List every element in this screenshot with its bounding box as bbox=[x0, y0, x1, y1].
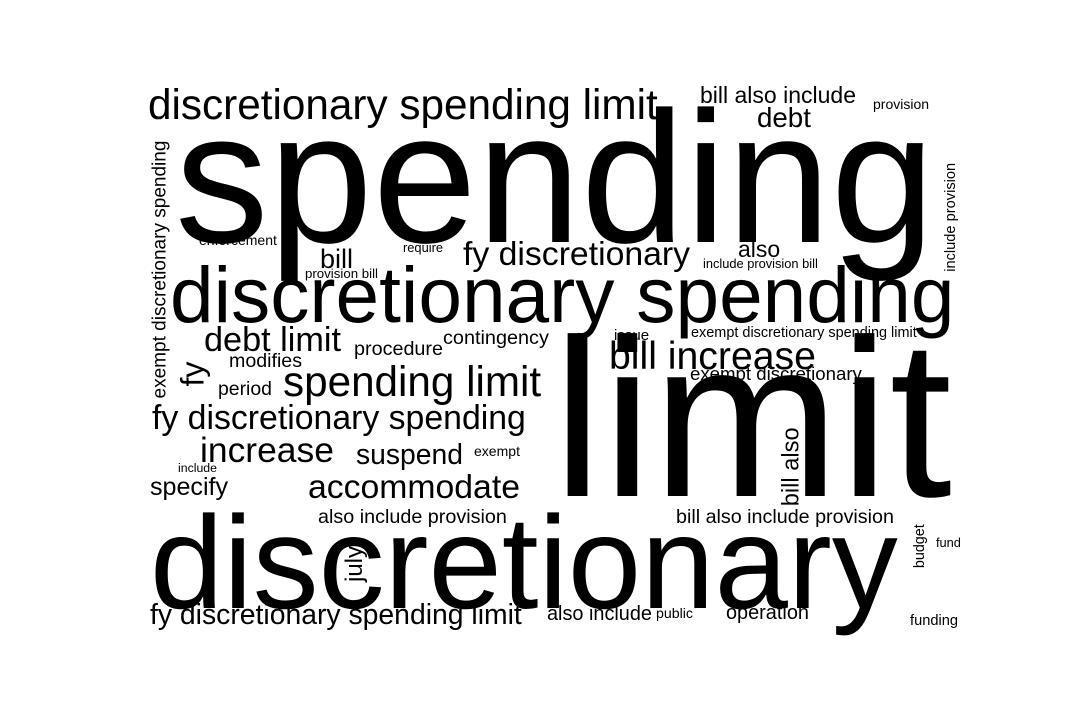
cloud-word-limit: limit bbox=[552, 293, 952, 544]
cloud-word-include-provision: include provision bbox=[943, 162, 960, 272]
cloud-word-fy-discretionary-spending: fy discretionary spending bbox=[152, 399, 526, 437]
cloud-word-discretionary: discretionary bbox=[150, 488, 898, 636]
cloud-word-debt: debt bbox=[757, 101, 811, 133]
cloud-word-provision-bill: provision bill bbox=[305, 266, 378, 281]
cloud-word-bill: bill bbox=[320, 244, 354, 274]
cloud-word-exempt-discretionary: exempt discretionary bbox=[690, 362, 862, 384]
cloud-word-discretionary-spending-limit: discretionary spending limit bbox=[148, 81, 658, 128]
cloud-word-bill-also: bill also bbox=[778, 426, 805, 506]
cloud-word-fy-discretionary: fy discretionary bbox=[463, 235, 691, 273]
cloud-word-suspend: suspend bbox=[356, 438, 463, 470]
cloud-word-enforcement: enforcement bbox=[199, 232, 277, 248]
cloud-word-also-include: also include bbox=[547, 603, 652, 625]
cloud-word-issue: issue bbox=[614, 327, 650, 344]
cloud-word-budget: budget bbox=[911, 524, 928, 569]
cloud-word-contingency: contingency bbox=[443, 327, 549, 349]
cloud-word-exempt-discretionary-spending: exempt discretionary spending bbox=[149, 140, 171, 398]
cloud-word-operation: operation bbox=[726, 601, 809, 624]
cloud-word-modifies: modifies bbox=[229, 349, 303, 372]
cloud-word-public: public bbox=[656, 605, 693, 622]
cloud-word-spending: spending bbox=[175, 73, 935, 282]
cloud-word-period: period bbox=[218, 377, 272, 400]
cloud-word-increase: increase bbox=[200, 430, 334, 470]
cloud-word-july: july bbox=[340, 545, 368, 583]
cloud-word-fy-discretionary-spending-limit: fy discretionary spending limit bbox=[150, 598, 522, 631]
cloud-word-spending-limit: spending limit bbox=[283, 358, 542, 405]
cloud-word-accommodate: accommodate bbox=[308, 468, 520, 506]
cloud-word-bill-increase: bill increase bbox=[609, 335, 816, 378]
cloud-word-bill-also-include: bill also include bbox=[700, 82, 856, 108]
cloud-word-bill-also-include-provision: bill also include provision bbox=[676, 506, 894, 528]
cloud-word-debt-limit: debt limit bbox=[204, 321, 342, 359]
cloud-word-discretionary-spending: discretionary spending bbox=[170, 250, 955, 339]
cloud-word-also: also bbox=[738, 236, 781, 262]
cloud-word-procedure: procedure bbox=[354, 337, 444, 360]
cloud-word-include-provision-bill: include provision bill bbox=[703, 255, 818, 271]
cloud-word-also-include-provision: also include provision bbox=[318, 505, 507, 528]
cloud-word-include: include bbox=[178, 461, 217, 475]
cloud-word-exempt: exempt bbox=[474, 442, 520, 459]
cloud-word-fy: fy bbox=[173, 361, 210, 386]
cloud-word-require: require bbox=[403, 240, 444, 255]
cloud-word-funding: funding bbox=[910, 612, 958, 629]
cloud-word-exempt-discretionary-spending-limit: exempt discretionary spending limit bbox=[691, 324, 917, 341]
cloud-word-provision: provision bbox=[873, 96, 930, 112]
cloud-word-specify: specify bbox=[150, 472, 229, 501]
cloud-word-fund: fund bbox=[936, 534, 961, 550]
